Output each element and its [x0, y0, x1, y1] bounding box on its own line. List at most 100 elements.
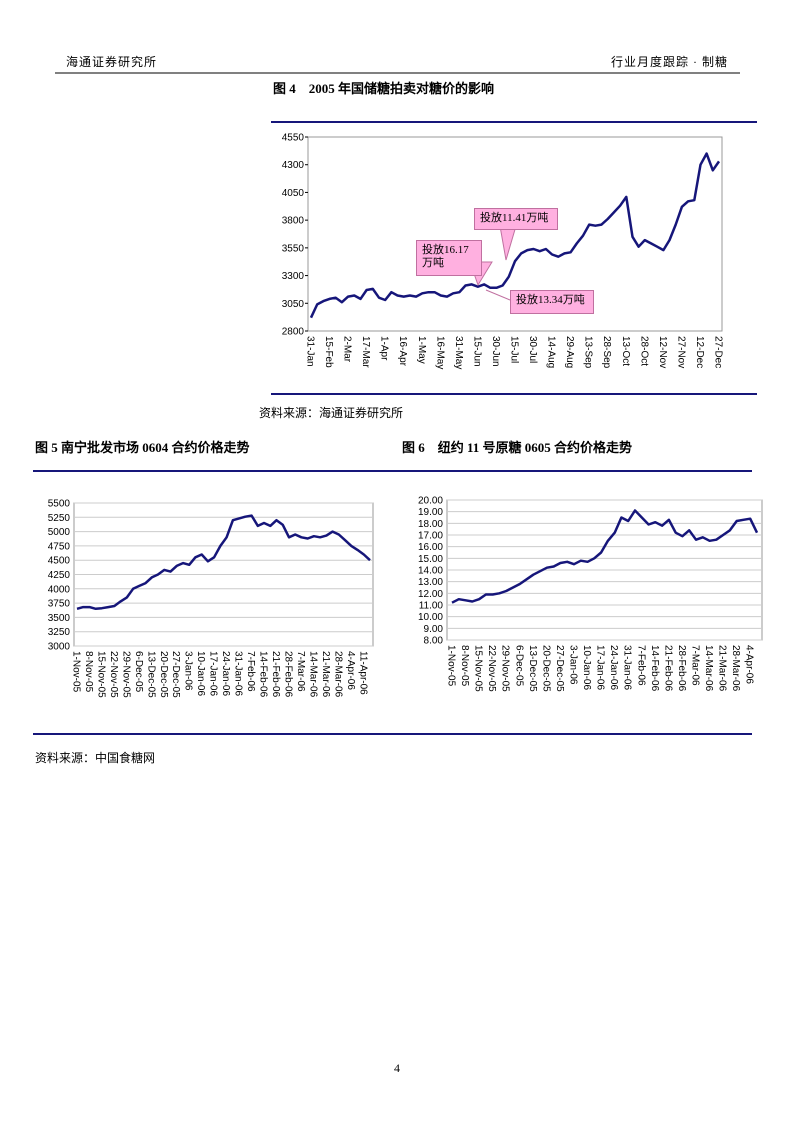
x-tick-label: 28-Feb-06: [282, 651, 293, 698]
x-tick-label: 28-Feb-06: [676, 645, 687, 692]
y-tick-label: 3500: [48, 613, 71, 624]
y-tick-label: 5000: [48, 527, 71, 538]
x-tick-label: 17-Jan-06: [208, 651, 219, 696]
y-tick-label: 3000: [48, 642, 71, 653]
y-tick-label: 3050: [282, 299, 305, 310]
x-tick-label: 13-Oct: [620, 336, 631, 366]
y-tick-label: 4300: [282, 160, 305, 171]
y-tick-label: 3550: [282, 243, 305, 254]
x-tick-label: 21-Feb-06: [270, 651, 281, 698]
figure-caption: 图 4 2005 年国储糖拍卖对糖价的影响: [273, 81, 494, 96]
y-tick-label: 8.00: [424, 636, 444, 647]
y-tick-label: 2800: [282, 327, 305, 338]
callout-pointer: [499, 225, 517, 261]
x-tick-label: 10-Jan-06: [195, 651, 206, 696]
y-tick-label: 12.00: [418, 589, 443, 600]
y-tick-label: 4050: [282, 188, 305, 199]
y-tick-label: 5250: [48, 513, 71, 524]
x-tick-label: 15-Nov-05: [95, 651, 106, 698]
y-tick-label: 15.00: [418, 554, 443, 565]
page-number: 4: [394, 1061, 400, 1075]
annotation: 投放11.41万吨: [474, 208, 558, 230]
x-tick-label: 13-Sep: [583, 336, 594, 369]
y-tick-label: 5500: [48, 499, 71, 510]
x-tick-label: 31-Jan-06: [233, 651, 244, 696]
y-tick-label: 18.00: [418, 519, 443, 530]
x-tick-label: 13-Dec-05: [527, 645, 538, 692]
y-tick-label: 9.00: [424, 624, 444, 635]
x-tick-label: 7-Mar-06: [295, 651, 306, 692]
x-tick-label: 20-Dec-05: [158, 651, 169, 698]
y-tick-label: 3750: [48, 599, 71, 610]
y-tick-label: 4500: [48, 556, 71, 567]
y-tick-label: 4000: [48, 584, 71, 595]
x-tick-label: 12-Dec: [694, 336, 705, 368]
x-tick-label: 14-Feb-06: [258, 651, 269, 698]
y-tick-label: 14.00: [418, 566, 443, 577]
x-tick-label: 12-Nov: [657, 336, 668, 368]
x-tick-label: 15-Feb: [323, 336, 334, 368]
x-tick-label: 1-Nov-05: [71, 651, 82, 693]
x-tick-label: 21-Feb-06: [662, 645, 673, 692]
header-right: 行业月度跟踪 · 制糖: [611, 54, 728, 69]
x-tick-label: 7-Mar-06: [690, 645, 701, 686]
x-tick-label: 28-Mar-06: [332, 651, 343, 698]
y-tick-label: 16.00: [418, 542, 443, 553]
x-tick-label: 3-Jan-06: [568, 645, 579, 685]
x-tick-label: 1-May: [416, 336, 427, 364]
x-tick-label: 7-Feb-06: [245, 651, 256, 692]
figure-caption: 图 6 纽约 11 号原糖 0605 合约价格走势: [402, 440, 632, 455]
x-tick-label: 28-Oct: [638, 336, 649, 366]
plot-area: [307, 136, 723, 332]
x-tick-label: 27-Dec-05: [554, 645, 565, 692]
x-tick-label: 30-Jun: [490, 336, 501, 367]
x-tick-label: 16-May: [434, 336, 445, 369]
y-tick-label: 10.00: [418, 612, 443, 623]
x-tick-label: 4-Apr-06: [744, 645, 755, 684]
annotation: 投放13.34万吨: [510, 290, 594, 314]
x-tick-label: 28-Sep: [601, 336, 612, 369]
x-tick-label: 1-Nov-05: [446, 645, 457, 687]
x-tick-label: 4-Apr-06: [345, 651, 356, 690]
x-tick-label: 1-Apr: [379, 336, 390, 361]
callout-pointer: [485, 289, 511, 301]
x-tick-label: 22-Nov-05: [486, 645, 497, 692]
series-line: [451, 509, 759, 604]
y-tick-label: 20.00: [418, 496, 443, 507]
x-tick-label: 10-Jan-06: [581, 645, 592, 690]
x-tick-label: 29-Aug: [564, 336, 575, 368]
x-tick-label: 21-Mar-06: [320, 651, 331, 698]
x-tick-label: 22-Nov-05: [108, 651, 119, 698]
x-tick-label: 29-Nov-05: [500, 645, 511, 692]
x-tick-label: 8-Nov-05: [83, 651, 94, 693]
x-tick-label: 28-Mar-06: [730, 645, 741, 692]
x-tick-label: 13-Dec-05: [145, 651, 156, 698]
source: 资料来源：中国食糖网: [35, 750, 155, 765]
y-tick-label: 3300: [282, 271, 305, 282]
series-line: [309, 152, 721, 319]
x-tick-label: 15-Nov-05: [473, 645, 484, 692]
x-tick-label: 11-Apr-06: [357, 651, 368, 695]
x-tick-label: 16-Apr: [397, 336, 408, 367]
y-tick-label: 3800: [282, 216, 305, 227]
x-tick-label: 14-Feb-06: [649, 645, 660, 692]
x-tick-label: 30-Jul: [527, 336, 538, 363]
header-left: 海通证券研究所: [66, 54, 157, 69]
y-tick-label: 11.00: [419, 601, 444, 612]
y-tick-label: 17.00: [418, 531, 443, 542]
x-tick-label: 17-Jan-06: [595, 645, 606, 690]
x-tick-label: 24-Jan-06: [608, 645, 619, 690]
x-tick-label: 3-Jan-06: [183, 651, 194, 691]
y-tick-label: 4750: [48, 541, 71, 552]
x-tick-label: 29-Nov-05: [120, 651, 131, 698]
x-tick-label: 17-Mar: [360, 336, 371, 368]
x-tick-label: 21-Mar-06: [717, 645, 728, 692]
x-tick-label: 31-Jan: [305, 336, 316, 367]
x-tick-label: 27-Dec: [713, 336, 724, 368]
x-tick-label: 27-Dec-05: [170, 651, 181, 698]
x-tick-label: 15-Jul: [509, 336, 520, 363]
y-tick-label: 3250: [48, 627, 71, 638]
x-tick-label: 27-Nov: [675, 336, 686, 368]
x-tick-label: 20-Dec-05: [540, 645, 551, 692]
